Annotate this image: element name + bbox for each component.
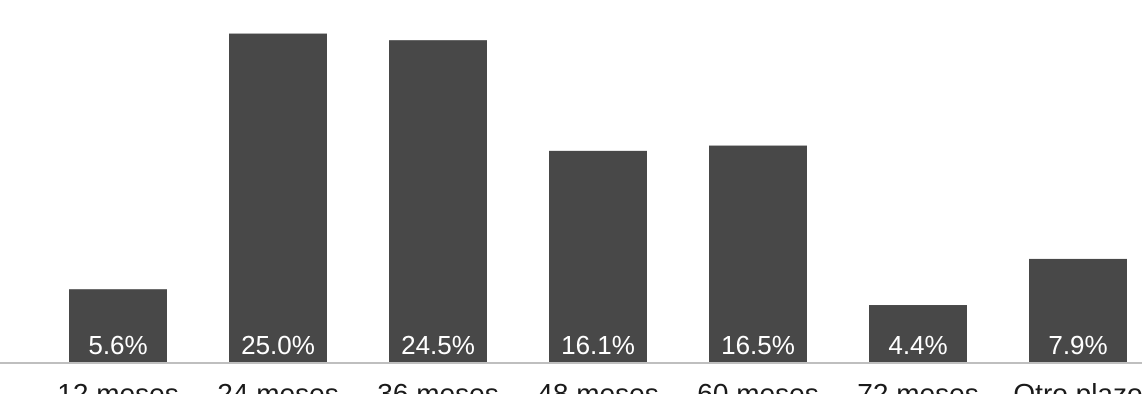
bar-4 [549,150,647,363]
bar-6 [869,305,967,363]
bar-2 [229,33,327,364]
value-label-5: 16.5% [721,330,795,360]
category-label-4: 48 meses [537,378,658,394]
value-label-3: 24.5% [401,330,475,360]
category-label-7: Otro plazo [1013,378,1142,394]
bars-group [69,33,1127,364]
category-label-2: 24 meses [217,378,338,394]
value-label-4: 16.1% [561,330,635,360]
value-label-1: 5.6% [88,330,147,360]
value-labels-group: 5.6% 25.0% 24.5% 16.1% 16.5% 4.4% 7.9% [88,330,1107,360]
bar-7 [1029,258,1127,363]
value-label-6: 4.4% [888,330,947,360]
value-label-7: 7.9% [1048,330,1107,360]
category-label-3: 36 meses [377,378,498,394]
bar-3 [389,40,487,363]
category-label-5: 60 meses [697,378,818,394]
value-label-2: 25.0% [241,330,315,360]
bar-5 [709,145,807,363]
bar-1 [69,289,167,363]
category-label-6: 72 meses [857,378,978,394]
category-label-1: 12 meses [57,378,178,394]
category-labels-group: 12 meses 24 meses 36 meses 48 meses 60 meses… [57,378,1142,394]
